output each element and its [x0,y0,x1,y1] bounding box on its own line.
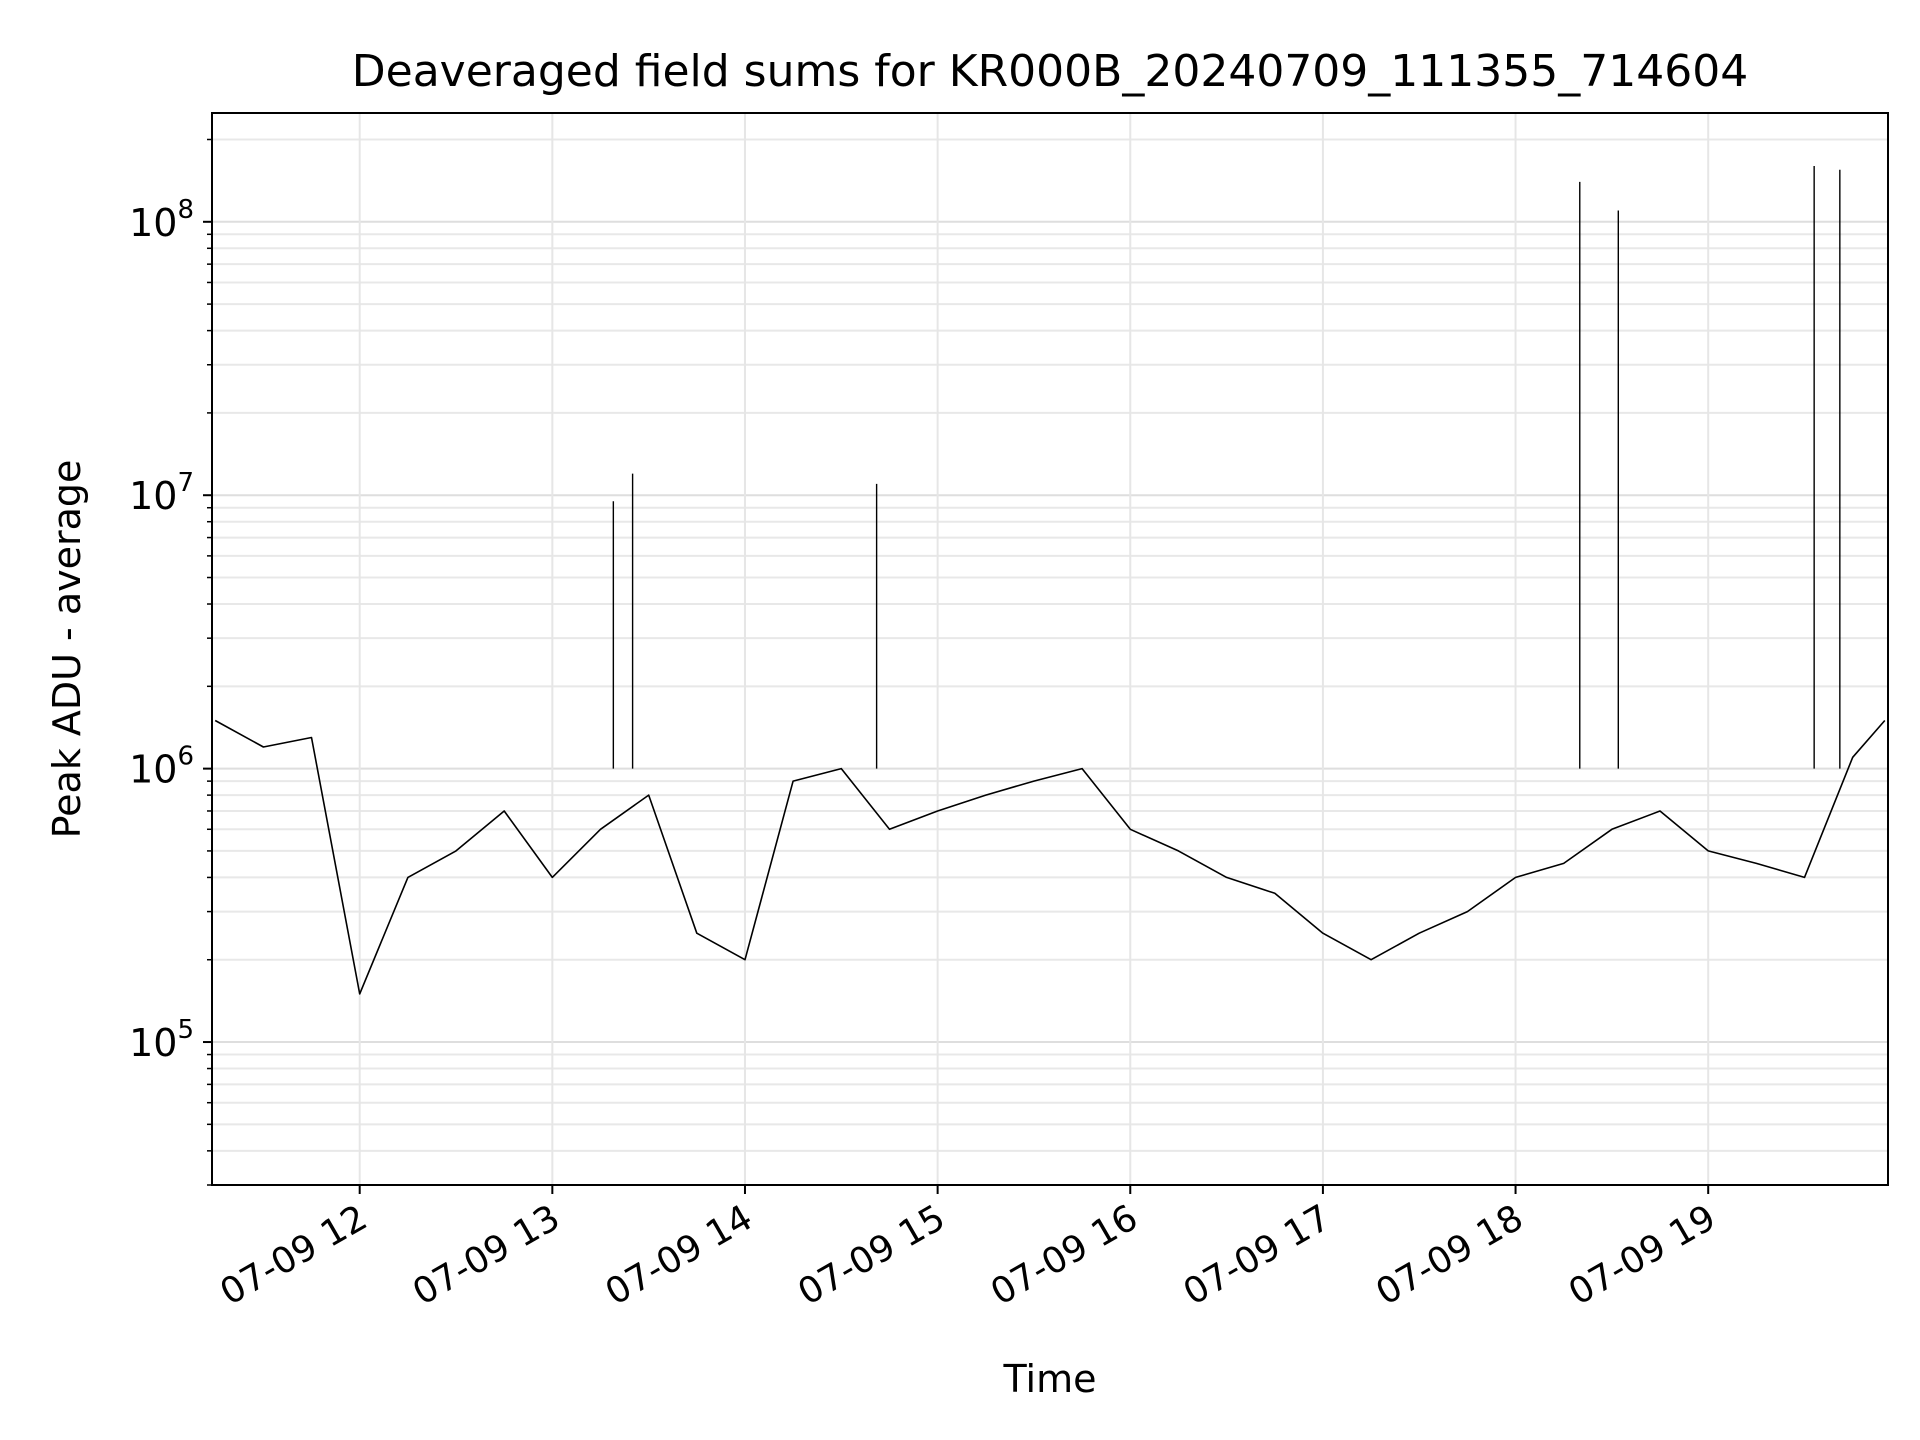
series-line-group [214,165,1886,995]
grid [212,113,1888,1186]
y-tick-label: 107 [129,468,194,518]
y-axis: 105 106 107 108 [129,138,212,1186]
y-tick-label: 108 [129,195,194,245]
y-tick-label: 105 [129,1015,194,1065]
chart-title: Deaveraged field sums for KR000B_2024070… [352,46,1748,97]
y-tick-label: 106 [129,742,194,792]
series-line [214,719,1886,995]
y-axis-label: Peak ADU - average [45,460,89,839]
axes-frame [211,112,1889,1186]
x-axis-label: Time [1003,1357,1097,1401]
